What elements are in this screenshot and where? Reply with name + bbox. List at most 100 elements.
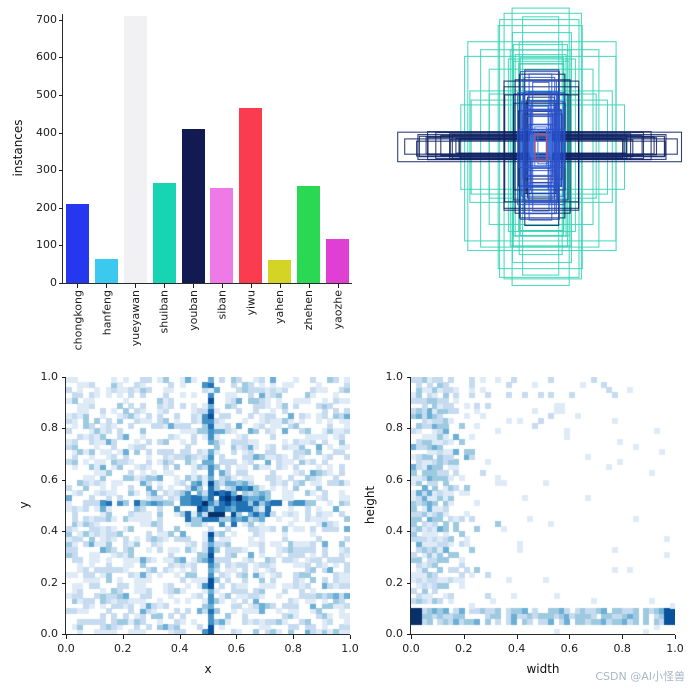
y-tick-mark	[59, 57, 63, 59]
x-tick-mark	[250, 284, 252, 288]
x-tick-label: 0.8	[613, 642, 631, 655]
x-tick-label: 0.8	[284, 642, 302, 655]
y-tick-label: 700	[36, 12, 57, 26]
y-tick-mark	[62, 377, 66, 378]
y-tick-mark	[62, 634, 66, 635]
width-height-distribution-canvas	[411, 377, 675, 634]
bbox-outline-teal-large	[480, 49, 600, 248]
y-tick-label: 0	[50, 276, 57, 289]
x-tick-label: chongkong	[70, 290, 84, 351]
y-tick-label: 1.0	[40, 370, 59, 383]
bar-youban	[181, 128, 205, 283]
bar-hanfeng	[94, 258, 118, 283]
bbox-outline-blue-small	[530, 140, 553, 155]
bbox-outline-teal-large	[469, 90, 613, 203]
x-tick-label: youban	[186, 290, 200, 331]
bar-yahen	[268, 259, 292, 283]
y-tick-mark	[407, 634, 411, 635]
x-tick-mark	[193, 284, 195, 288]
bar-shuiban	[152, 183, 176, 283]
x-tick-mark	[411, 635, 412, 639]
x-tick-mark	[236, 635, 238, 639]
y-tick-mark	[407, 377, 411, 378]
y-tick-mark	[59, 283, 63, 284]
wh-heatmap-xlabel: width	[526, 662, 560, 676]
y-tick-label: 100	[36, 238, 57, 252]
bbox-outline-teal-tall	[507, 58, 576, 233]
y-tick-mark	[59, 170, 63, 172]
x-tick-mark	[293, 635, 295, 639]
y-tick-mark	[62, 428, 66, 430]
x-tick-mark	[135, 284, 137, 288]
x-tick-mark	[350, 635, 351, 639]
y-tick-label: 400	[36, 125, 57, 139]
bbox-outline-blue-mid	[518, 128, 566, 168]
y-tick-mark	[407, 582, 411, 584]
y-tick-mark	[59, 132, 63, 134]
y-tick-mark	[59, 94, 63, 96]
x-tick-label: 0.2	[455, 642, 473, 655]
x-tick-mark	[77, 284, 79, 288]
y-tick-label: 0.4	[40, 524, 59, 538]
wh-heatmap-ylabel: height	[363, 485, 377, 525]
bbox-outline-blue-mid	[521, 100, 564, 197]
bbox-outline-teal-large	[470, 99, 609, 195]
bar-yueyawan	[123, 15, 147, 283]
y-tick-label: 0.0	[385, 627, 404, 640]
x-tick-label: yaozhe	[331, 290, 345, 330]
y-tick-mark	[59, 207, 63, 209]
bbox-overlay-plot	[397, 7, 683, 287]
bbox-outline-blue-mid	[517, 92, 565, 206]
x-tick-mark	[569, 635, 571, 639]
y-tick-label: 0.0	[40, 627, 59, 640]
bbox-outline-teal-tall	[497, 25, 583, 270]
x-tick-label: 0.6	[560, 642, 579, 655]
bar-chongkong	[65, 204, 89, 283]
x-tick-mark	[308, 284, 310, 288]
x-tick-label: siban	[215, 290, 229, 320]
bar-zhehen	[297, 185, 321, 283]
bbox-outline-navy-wide	[404, 138, 678, 155]
y-tick-mark	[59, 245, 63, 247]
y-tick-mark	[407, 531, 411, 533]
y-tick-mark	[62, 479, 66, 481]
y-tick-mark	[407, 479, 411, 481]
x-tick-mark	[516, 635, 518, 639]
bbox-outline-teal-large	[464, 55, 617, 242]
x-tick-mark	[675, 635, 676, 639]
xy-heatmap-xlabel: x	[204, 662, 212, 676]
xy-position-distribution-canvas	[66, 377, 350, 634]
y-tick-label: 1.0	[385, 370, 404, 383]
x-tick-mark	[164, 284, 166, 288]
y-tick-label: 600	[36, 50, 57, 64]
bar-siban	[210, 187, 234, 283]
bbox-outline-teal-tall	[511, 7, 570, 287]
x-tick-mark	[337, 284, 339, 288]
x-tick-label: 0.0	[402, 642, 420, 655]
xy-heatmap-ylabel: y	[17, 501, 31, 509]
x-tick-label: 0.0	[57, 642, 75, 655]
bar-plot-area	[62, 14, 352, 284]
x-tick-mark	[106, 284, 108, 288]
bar-yaozhe	[326, 239, 350, 283]
x-tick-label: hanfeng	[99, 290, 113, 336]
y-tick-mark	[407, 428, 411, 430]
y-tick-mark	[62, 531, 66, 533]
bbox-outline-blue-mid	[522, 109, 563, 187]
x-tick-label: yahen	[273, 290, 287, 324]
x-tick-label: 0.2	[114, 642, 132, 655]
x-tick-mark	[279, 284, 281, 288]
x-tick-mark	[463, 635, 465, 639]
y-tick-label: 0.6	[40, 472, 59, 486]
x-tick-mark	[622, 635, 624, 639]
x-tick-label: 1.0	[666, 642, 684, 655]
y-tick-label: 300	[36, 163, 57, 177]
x-tick-mark	[179, 635, 181, 639]
bbox-outline-blue-mid	[523, 76, 556, 215]
x-tick-mark	[122, 635, 124, 639]
y-tick-label: 0.2	[385, 575, 404, 589]
x-tick-label: yueyawan	[128, 290, 142, 347]
x-tick-mark	[66, 635, 67, 639]
y-tick-label: 0.6	[385, 472, 404, 486]
